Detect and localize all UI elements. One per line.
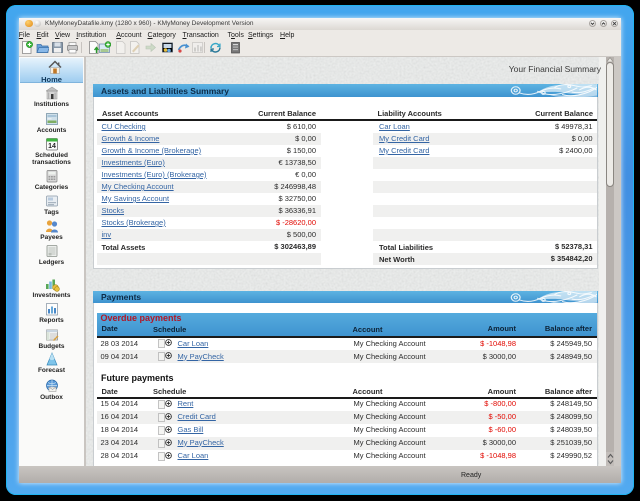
svg-text:14: 14 [48,143,56,150]
